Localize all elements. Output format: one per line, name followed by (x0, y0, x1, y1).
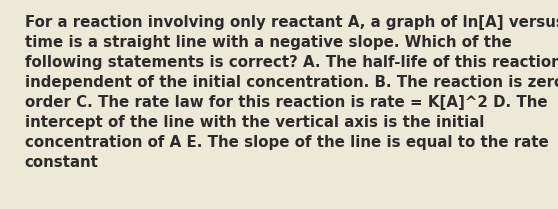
Text: For a reaction involving only reactant A, a graph of ln[A] versus
time is a stra: For a reaction involving only reactant A… (25, 15, 558, 171)
